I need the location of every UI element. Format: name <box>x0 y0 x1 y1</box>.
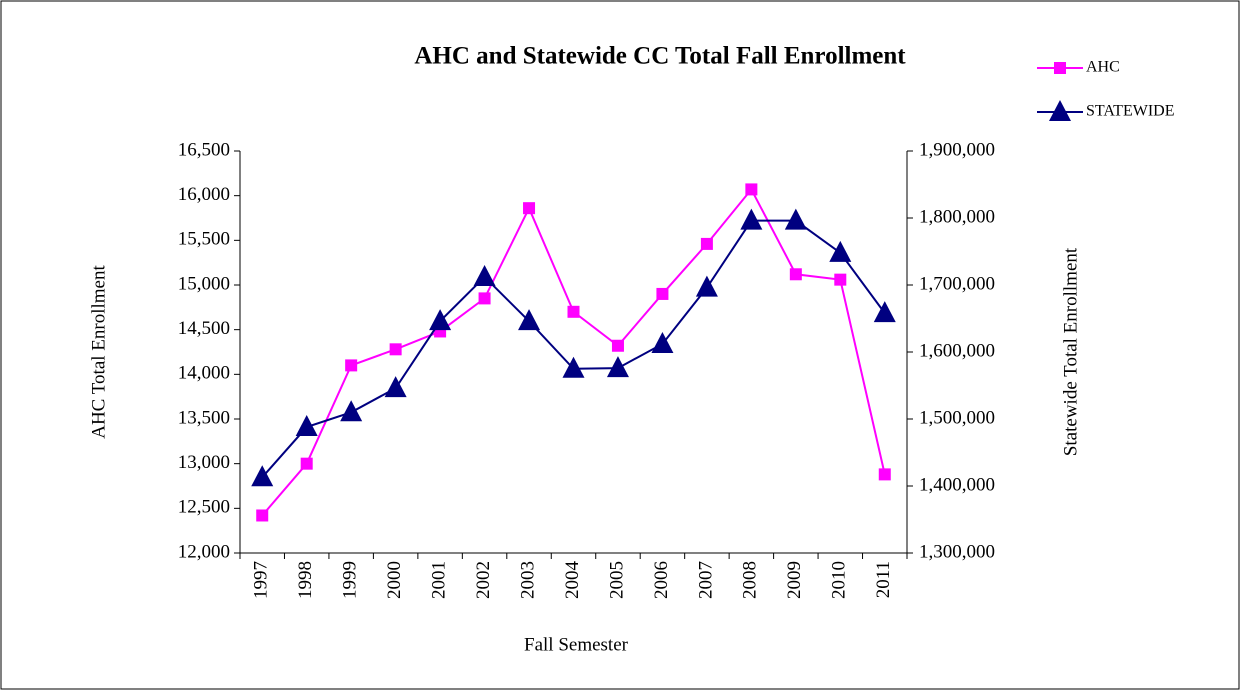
y-tick-label: 16,500 <box>178 139 230 160</box>
x-tick-label: 2007 <box>695 561 716 599</box>
data-point <box>878 468 891 481</box>
y-tick-label: 13,500 <box>178 407 230 428</box>
y-tick-label: 12,500 <box>178 497 230 518</box>
legend-label: AHC <box>1086 59 1120 76</box>
data-point <box>478 292 491 305</box>
x-tick-label: 1997 <box>251 561 272 599</box>
y2-tick-label: 1,800,000 <box>919 206 995 227</box>
x-axis-title: Fall Semester <box>524 634 629 655</box>
x-tick-label: 2002 <box>473 561 494 599</box>
data-point <box>656 287 669 300</box>
y-tick-label: 13,000 <box>178 452 230 473</box>
y-tick-label: 16,000 <box>178 184 230 205</box>
x-tick-label: 2010 <box>829 561 850 599</box>
data-point <box>784 208 807 230</box>
data-point <box>251 465 274 487</box>
y-tick-label: 14,000 <box>178 363 230 384</box>
data-point <box>611 339 624 352</box>
data-point <box>523 202 536 215</box>
data-point <box>518 309 541 331</box>
y2-tick-label: 1,500,000 <box>919 407 995 428</box>
data-point <box>695 275 718 297</box>
x-tick-label: 2000 <box>384 561 405 599</box>
data-point <box>384 376 407 398</box>
data-point <box>651 331 674 353</box>
y2-tick-label: 1,700,000 <box>919 273 995 294</box>
x-tick-label: 1999 <box>340 561 361 599</box>
x-tick-label: 2008 <box>740 561 761 599</box>
data-point <box>567 305 580 318</box>
y2-axis-title: Statewide Total Enrollment <box>1060 247 1081 456</box>
chart-title: AHC and Statewide CC Total Fall Enrollme… <box>414 43 906 70</box>
y2-tick-label: 1,300,000 <box>919 541 995 562</box>
y-tick-label: 15,500 <box>178 229 230 250</box>
x-tick-label: 2009 <box>784 561 805 599</box>
y-tick-label: 12,000 <box>178 541 230 562</box>
legend-marker <box>1054 62 1066 74</box>
y-axis-title: AHC Total Enrollment <box>88 265 109 439</box>
data-point <box>256 509 269 522</box>
data-point <box>606 356 629 378</box>
legend-marker <box>1049 100 1071 121</box>
y2-tick-label: 1,400,000 <box>919 474 995 495</box>
x-tick-label: 2001 <box>428 561 449 599</box>
x-tick-label: 2003 <box>517 561 538 599</box>
data-point <box>873 301 896 323</box>
x-tick-label: 2011 <box>873 561 894 598</box>
x-tick-label: 1998 <box>295 561 316 599</box>
data-point <box>789 268 802 281</box>
data-point <box>340 400 363 422</box>
data-point <box>345 359 358 372</box>
y2-tick-label: 1,600,000 <box>919 340 995 361</box>
data-point <box>745 183 758 196</box>
y2-tick-label: 1,900,000 <box>919 139 995 160</box>
data-point <box>834 273 847 286</box>
y-tick-label: 15,000 <box>178 273 230 294</box>
data-point <box>562 356 585 378</box>
data-point <box>473 264 496 286</box>
data-point <box>700 237 713 250</box>
data-point <box>295 415 318 437</box>
data-point <box>300 457 313 470</box>
data-point <box>429 309 452 331</box>
x-tick-label: 2005 <box>606 561 627 599</box>
x-tick-label: 2004 <box>562 561 583 600</box>
x-tick-label: 2006 <box>651 561 672 599</box>
data-point <box>389 343 402 356</box>
data-point <box>829 240 852 262</box>
legend-label: STATEWIDE <box>1086 103 1174 120</box>
y-tick-label: 14,500 <box>178 318 230 339</box>
data-point <box>740 208 763 230</box>
